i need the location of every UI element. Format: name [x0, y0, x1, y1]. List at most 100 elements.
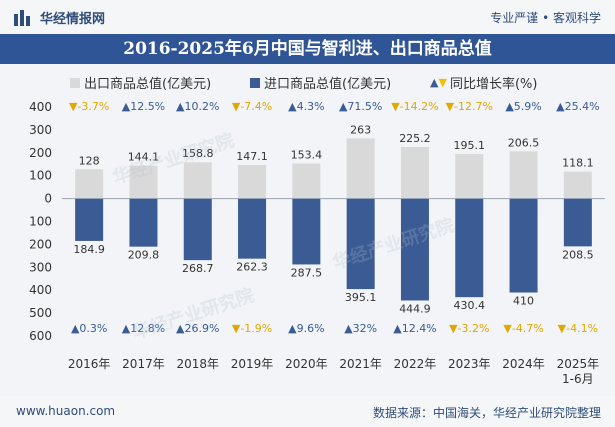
export-value-label: 118.1: [562, 157, 594, 170]
import-growth-label: ▲12.4%: [393, 322, 436, 335]
import-bar: [292, 198, 321, 265]
footer-source: 数据来源：中国海关，华经产业研究院整理: [372, 406, 601, 420]
import-value-label: 444.9: [399, 302, 431, 315]
export-bar: [346, 138, 375, 199]
export-value-label: 263: [350, 123, 371, 136]
import-value-label: 287.5: [291, 266, 323, 279]
import-bar: [238, 198, 267, 259]
brand-name: 华经情报网: [40, 12, 106, 27]
legend: 出口商品总值(亿美元) 进口商品总值(亿美元) ▲ ▼ 同比增长率(%): [0, 70, 615, 92]
export-bar: [455, 153, 484, 199]
import-growth-label: ▼-1.9%: [232, 322, 272, 335]
import-bar: [129, 198, 158, 247]
export-growth-label: ▲10.2%: [176, 100, 219, 113]
import-value-label: 410: [513, 294, 534, 307]
legend-label-import: 进口商品总值(亿美元): [264, 77, 392, 92]
export-value-label: 158.8: [182, 147, 214, 160]
import-growth-label: ▲0.3%: [71, 322, 107, 335]
legend-label-growth: 同比增长率(%): [449, 77, 538, 92]
import-growth-label: ▲32%: [344, 322, 377, 335]
import-growth-label: ▼-4.1%: [558, 322, 598, 335]
export-bar: [183, 162, 212, 199]
export-growth-label: ▼-7.4%: [232, 100, 272, 113]
title-bar: 2016-2025年6月中国与智利进、出口商品总值: [0, 34, 615, 64]
import-growth-label: ▲12.8%: [122, 322, 165, 335]
export-value-label: 206.5: [508, 136, 540, 149]
y-tick-label: 200: [29, 237, 52, 251]
logo-icon: [14, 10, 30, 26]
import-growth-label: ▼-3.2%: [449, 322, 489, 335]
export-bar: [400, 147, 429, 199]
import-growth-label: ▼-4.7%: [503, 322, 543, 335]
export-value-label: 225.2: [399, 132, 431, 145]
export-value-label: 147.1: [236, 150, 268, 163]
export-value-label: 144.1: [128, 151, 160, 164]
export-growth-label: ▲4.3%: [288, 100, 324, 113]
legend-item-export: 出口商品总值(亿美元): [70, 73, 211, 92]
y-tick-label: 100: [29, 215, 52, 229]
import-bar: [509, 198, 538, 293]
y-tick-label: 500: [29, 306, 52, 320]
y-tick-label: 400: [29, 283, 52, 297]
y-tick-label: 300: [29, 260, 52, 274]
x-tick-label: 2021年: [339, 357, 382, 371]
y-tick-label: 300: [29, 123, 52, 137]
legend-item-import: 进口商品总值(亿美元): [250, 73, 391, 92]
export-bar: [509, 151, 538, 199]
x-tick-label: 2017年: [122, 357, 165, 371]
y-tick-label: 0: [44, 192, 52, 206]
export-growth-label: ▲25.4%: [556, 100, 599, 113]
x-tick-label: 2025年: [557, 357, 600, 371]
export-value-label: 195.1: [454, 139, 486, 152]
export-value-label: 128: [79, 154, 100, 167]
x-tick-label: 2024年: [502, 357, 545, 371]
chart-plot: 400 300 200 100 0 100 200 300 400 500 600 128 184.9 ▼…: [29, 100, 605, 386]
import-bar: [183, 198, 212, 261]
import-value-label: 268.7: [182, 262, 214, 275]
up-triangle-icon: ▲: [430, 76, 439, 89]
x-tick-label: 1-6月: [562, 372, 594, 386]
import-value-label: 209.8: [128, 249, 160, 262]
x-tick-label: 2019年: [231, 357, 274, 371]
x-tick-label: 2023年: [448, 357, 491, 371]
export-bar: [129, 165, 158, 199]
import-bar: [346, 198, 375, 290]
import-value-label: 208.5: [562, 248, 594, 261]
x-tick-label: 2016年: [68, 357, 111, 371]
legend-swatch-import: [250, 77, 260, 88]
chart-title: 2016-2025年6月中国与智利进、出口商品总值: [123, 39, 492, 59]
header-bar: 华经情报网 专业严谨 • 客观科学: [0, 0, 615, 34]
footer-website: www.huaon.com: [16, 404, 116, 418]
tagline: 专业严谨 • 客观科学: [490, 11, 601, 25]
y-tick-label: 200: [29, 146, 52, 160]
export-bar: [292, 163, 321, 199]
export-bar: [563, 171, 592, 199]
legend-swatch-export: [70, 77, 80, 88]
x-tick-label: 2018年: [176, 357, 219, 371]
export-growth-label: ▼-12.7%: [446, 100, 493, 113]
y-tick-label: 400: [29, 100, 52, 114]
y-tick-label: 100: [29, 169, 52, 183]
export-value-label: 153.4: [291, 148, 323, 161]
export-bar: [238, 164, 267, 199]
import-value-label: 430.4: [454, 299, 486, 312]
export-growth-label: ▼-14.2%: [391, 100, 438, 113]
import-growth-label: ▲9.6%: [288, 322, 324, 335]
x-tick-label: 2022年: [394, 357, 437, 371]
import-bar: [455, 198, 484, 298]
import-value-label: 262.3: [236, 261, 268, 274]
import-bar: [400, 198, 429, 301]
footer-bar: www.huaon.com 数据来源：中国海关，华经产业研究院整理: [0, 396, 615, 427]
import-bar: [75, 198, 104, 241]
export-growth-label: ▲12.5%: [122, 100, 165, 113]
x-tick-label: 2020年: [285, 357, 328, 371]
export-growth-label: ▲5.9%: [505, 100, 541, 113]
import-value-label: 184.9: [73, 243, 105, 256]
import-value-label: 395.1: [345, 291, 377, 304]
legend-label-export: 出口商品总值(亿美元): [84, 77, 212, 92]
y-tick-label: 600: [29, 329, 52, 343]
down-triangle-icon: ▼: [438, 76, 447, 89]
import-growth-label: ▲26.9%: [176, 322, 219, 335]
export-growth-label: ▲71.5%: [339, 100, 382, 113]
legend-item-growth: ▲ ▼ 同比增长率(%): [430, 73, 537, 92]
